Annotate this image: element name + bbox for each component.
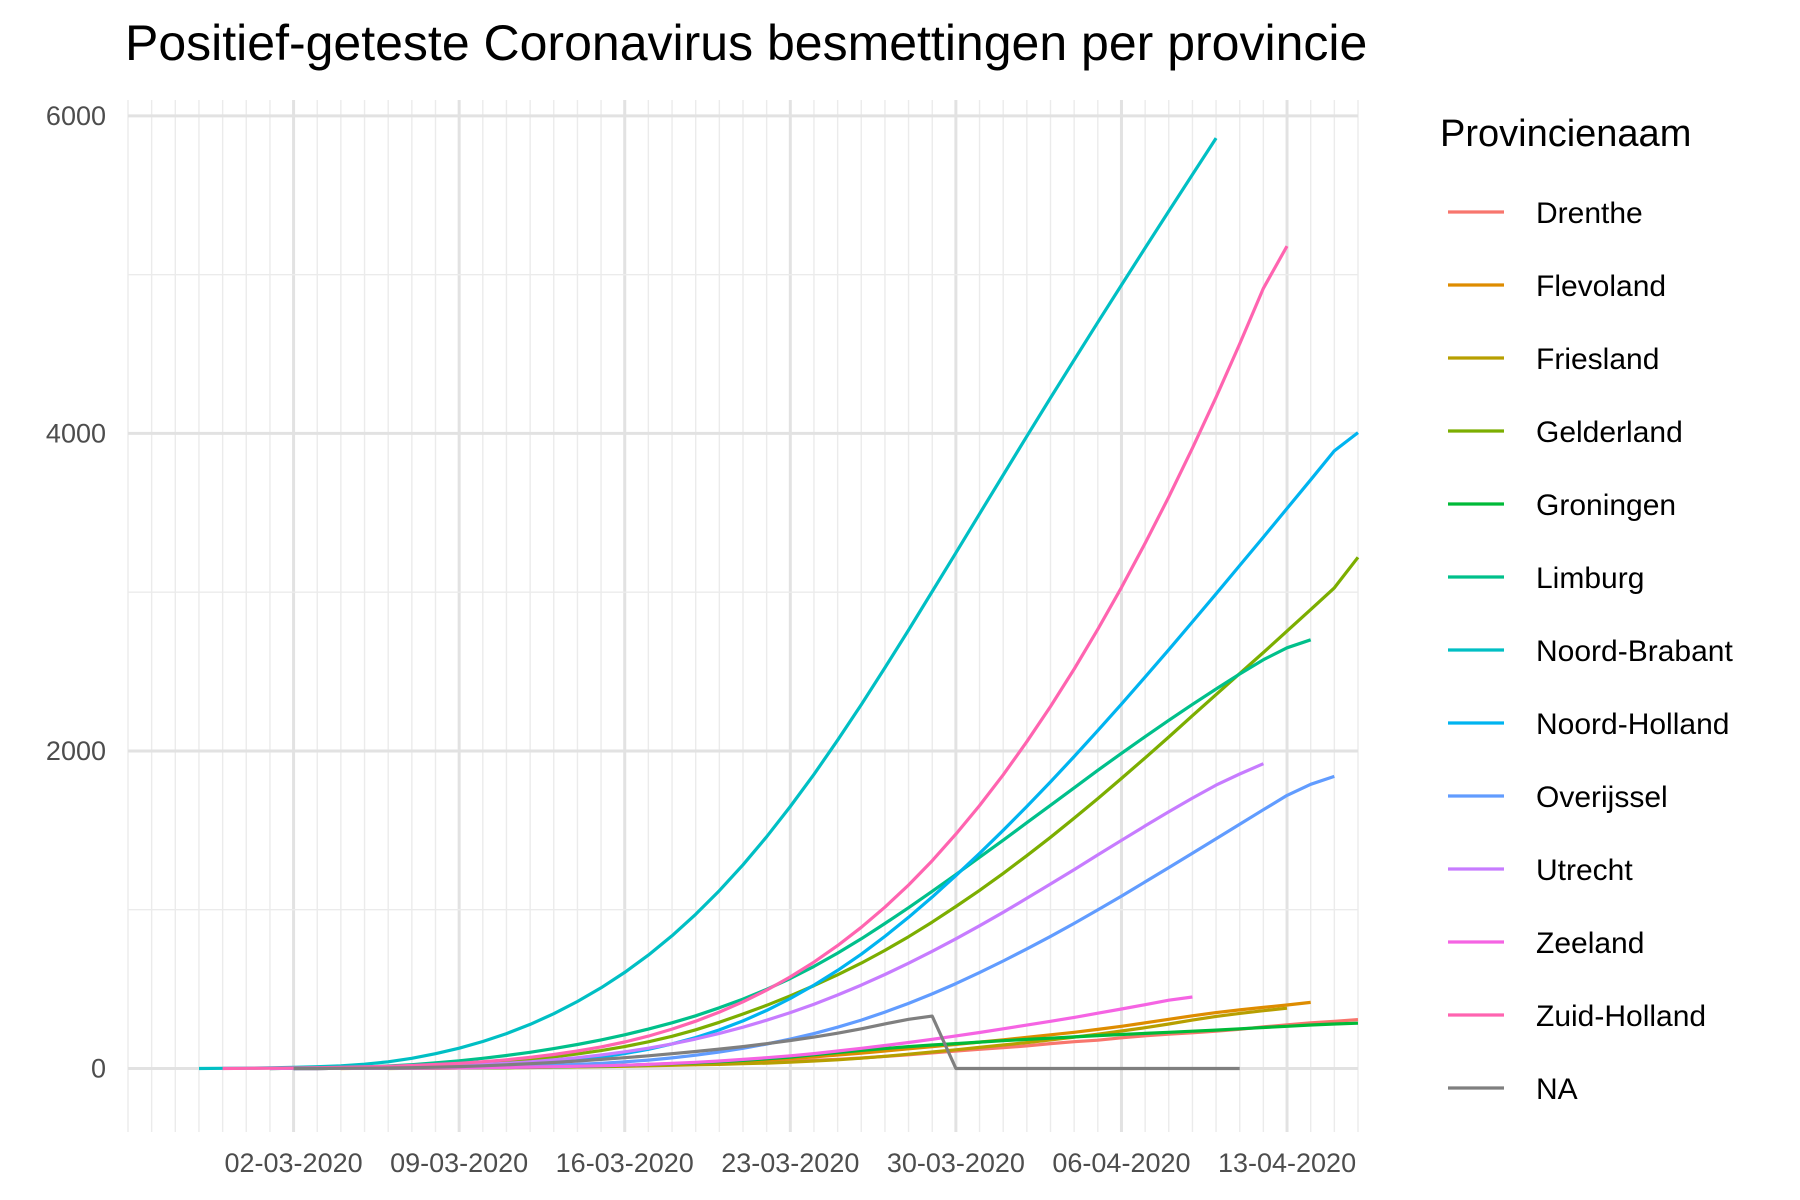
legend-item-label: NA xyxy=(1536,1073,1578,1106)
legend-item-label: Friesland xyxy=(1536,343,1659,376)
legend-item-label: Drenthe xyxy=(1536,197,1643,230)
legend-item-label: Zeeland xyxy=(1536,927,1644,960)
series-line xyxy=(198,137,1218,1071)
legend-item-label: Overijssel xyxy=(1536,781,1668,814)
y-tick-label: 6000 xyxy=(46,101,106,131)
legend-item-label: Zuid-Holland xyxy=(1536,1000,1706,1033)
y-tick-label: 4000 xyxy=(46,418,106,448)
axis-labels: 0 2000 4000 6000 02-03-2020 09-03-2020 16-03-2… xyxy=(46,101,1356,1178)
series-line xyxy=(222,245,1289,1071)
x-tick-label: 06-04-2020 xyxy=(1052,1148,1190,1178)
legend-title: Provincienaam xyxy=(1440,113,1691,155)
series-lines xyxy=(198,137,1360,1071)
legend-item-label: Utrecht xyxy=(1536,854,1633,887)
legend: Provincienaam Drenthe Flevoland Friesland Ge… xyxy=(1440,113,1733,1106)
x-tick-label: 30-03-2020 xyxy=(887,1148,1025,1178)
x-tick-label: 09-03-2020 xyxy=(390,1148,528,1178)
grid xyxy=(127,100,1359,1132)
x-tick-label: 16-03-2020 xyxy=(556,1148,694,1178)
legend-item-label: Noord-Holland xyxy=(1536,708,1729,741)
y-tick-label: 0 xyxy=(91,1053,106,1083)
legend-item-label: Flevoland xyxy=(1536,270,1666,303)
x-tick-label: 23-03-2020 xyxy=(721,1148,859,1178)
x-tick-label: 13-04-2020 xyxy=(1218,1148,1356,1178)
legend-item-label: Gelderland xyxy=(1536,416,1683,449)
legend-item-label: Noord-Brabant xyxy=(1536,635,1733,668)
y-tick-label: 2000 xyxy=(46,736,106,766)
legend-item-label: Limburg xyxy=(1536,562,1644,595)
chart-title: Positief-geteste Coronavirus besmettinge… xyxy=(125,15,1368,71)
series-line xyxy=(293,1014,1240,1071)
legend-item-label: Groningen xyxy=(1536,489,1676,522)
x-tick-label: 02-03-2020 xyxy=(225,1148,363,1178)
